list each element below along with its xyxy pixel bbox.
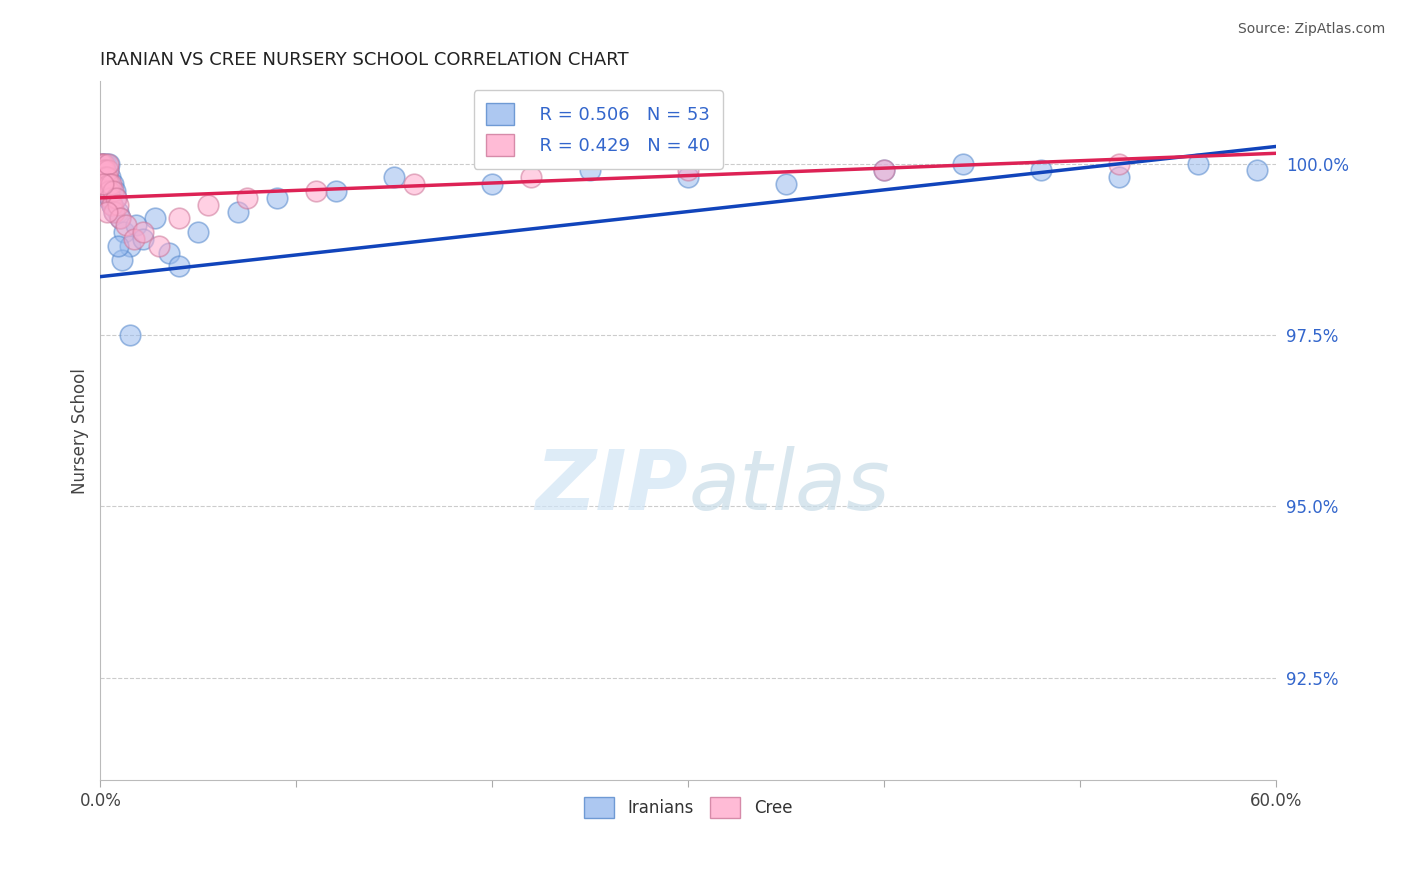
Text: atlas: atlas	[688, 446, 890, 527]
Point	[118, 239, 141, 253]
Text: ZIP: ZIP	[536, 446, 688, 527]
Point	[107, 204, 129, 219]
Point	[382, 170, 405, 185]
Point	[96, 170, 118, 185]
Point	[124, 219, 146, 233]
Text: Source: ZipAtlas.com: Source: ZipAtlas.com	[1237, 22, 1385, 37]
Point	[90, 163, 112, 178]
Point	[107, 239, 129, 253]
Point	[1029, 163, 1052, 178]
Point	[676, 163, 699, 178]
Point	[579, 163, 602, 178]
Point	[97, 163, 120, 178]
Point	[112, 225, 135, 239]
Point	[97, 156, 120, 170]
Point	[481, 177, 503, 191]
Point	[91, 177, 114, 191]
Point	[266, 191, 288, 205]
Point	[873, 163, 896, 178]
Point	[105, 191, 128, 205]
Point	[226, 204, 249, 219]
Point	[96, 191, 118, 205]
Point	[122, 232, 145, 246]
Text: IRANIAN VS CREE NURSERY SCHOOL CORRELATION CHART: IRANIAN VS CREE NURSERY SCHOOL CORRELATI…	[100, 51, 628, 69]
Point	[167, 211, 190, 226]
Point	[236, 191, 259, 205]
Point	[143, 211, 166, 226]
Point	[96, 184, 118, 198]
Point	[90, 156, 112, 170]
Point	[94, 170, 117, 185]
Point	[101, 197, 124, 211]
Point	[111, 252, 134, 267]
Point	[157, 245, 180, 260]
Y-axis label: Nursery School: Nursery School	[72, 368, 89, 494]
Point	[93, 184, 115, 198]
Point	[91, 156, 114, 170]
Point	[93, 163, 115, 178]
Point	[96, 204, 118, 219]
Point	[108, 211, 131, 226]
Point	[1187, 156, 1209, 170]
Point	[94, 163, 117, 178]
Point	[305, 184, 328, 198]
Point	[98, 184, 121, 198]
Point	[105, 191, 128, 205]
Point	[187, 225, 209, 239]
Point	[90, 156, 112, 170]
Point	[325, 184, 347, 198]
Point	[98, 191, 121, 205]
Point	[873, 163, 896, 178]
Point	[93, 170, 115, 185]
Point	[94, 163, 117, 178]
Point	[97, 177, 120, 191]
Point	[118, 327, 141, 342]
Point	[98, 177, 121, 191]
Legend: Iranians, Cree: Iranians, Cree	[578, 790, 799, 824]
Point	[100, 177, 122, 191]
Point	[1108, 170, 1130, 185]
Point	[98, 170, 121, 185]
Point	[402, 177, 425, 191]
Point	[132, 225, 155, 239]
Point	[520, 170, 543, 185]
Point	[103, 204, 125, 219]
Point	[97, 184, 120, 198]
Point	[93, 170, 115, 185]
Point	[91, 156, 114, 170]
Point	[103, 204, 125, 219]
Point	[952, 156, 974, 170]
Point	[114, 219, 136, 233]
Point	[91, 177, 114, 191]
Point	[96, 177, 118, 191]
Point	[97, 163, 120, 178]
Point	[108, 211, 131, 226]
Point	[97, 156, 120, 170]
Point	[107, 197, 129, 211]
Point	[1246, 163, 1268, 178]
Point	[100, 184, 122, 198]
Point	[101, 184, 124, 198]
Point	[101, 197, 124, 211]
Point	[90, 163, 112, 178]
Point	[91, 163, 114, 178]
Point	[98, 191, 121, 205]
Point	[101, 197, 124, 211]
Point	[94, 156, 117, 170]
Point	[148, 239, 170, 253]
Point	[101, 177, 124, 191]
Point	[96, 177, 118, 191]
Point	[104, 184, 127, 198]
Point	[676, 170, 699, 185]
Point	[167, 260, 190, 274]
Point	[96, 170, 118, 185]
Point	[94, 177, 117, 191]
Point	[132, 232, 155, 246]
Point	[1108, 156, 1130, 170]
Point	[93, 156, 115, 170]
Point	[91, 170, 114, 185]
Point	[775, 177, 797, 191]
Point	[197, 197, 219, 211]
Point	[91, 170, 114, 185]
